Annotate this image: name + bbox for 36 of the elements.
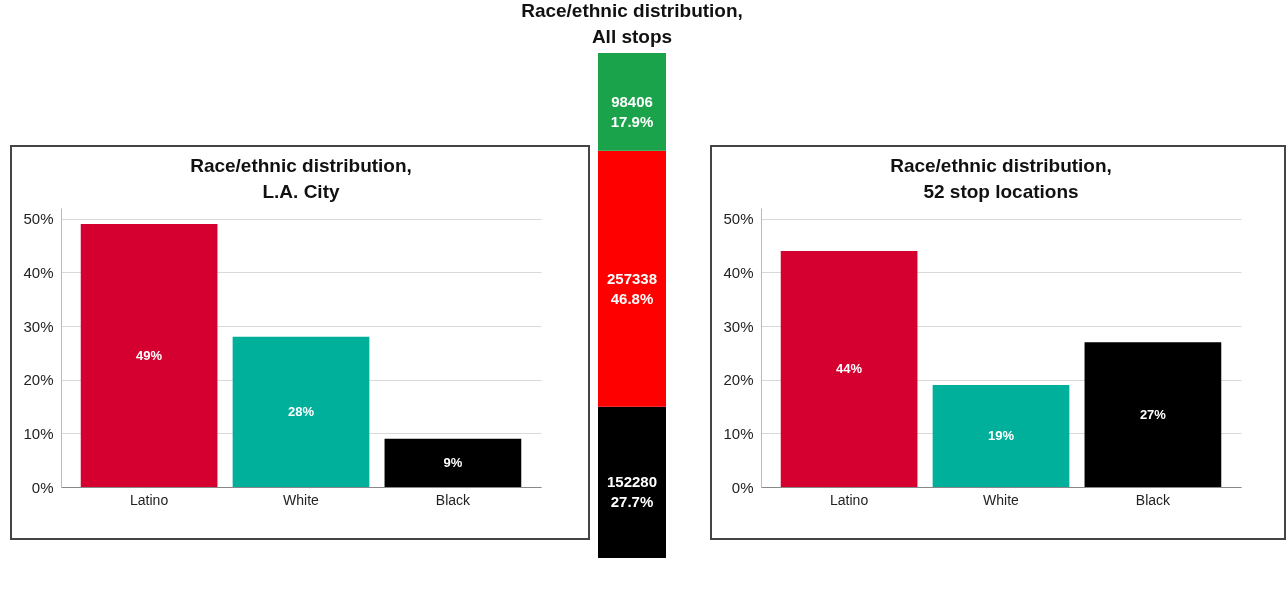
y-tick-label: 0% <box>31 478 54 496</box>
bar <box>780 250 918 487</box>
x-tick-label: White <box>283 491 320 508</box>
x-tick-label: White <box>983 491 1020 508</box>
x-tick-label: Latino <box>830 491 869 508</box>
y-tick-label: 30% <box>23 317 54 335</box>
y-tick-label: 20% <box>723 371 754 389</box>
y-tick-label: 40% <box>723 263 754 281</box>
x-tick-label: Black <box>1135 491 1172 508</box>
y-tick-label: 50% <box>723 210 754 228</box>
bar <box>932 385 1070 487</box>
x-tick-label: Latino <box>130 491 169 508</box>
data-label: 19% <box>987 428 1015 444</box>
chart-title: Race/ethnic distribution, All stops <box>521 0 743 47</box>
y-tick-label: 20% <box>23 371 54 389</box>
bar <box>80 224 218 487</box>
data-label: 44% <box>836 360 863 376</box>
bar <box>384 438 522 487</box>
bar <box>1084 342 1222 487</box>
y-tick-label: 50% <box>23 210 54 228</box>
data-label: 257338 46.8% <box>606 269 658 307</box>
data-label: 27% <box>1139 406 1167 422</box>
bar <box>232 336 370 487</box>
data-label: 152280 27.7% <box>606 473 658 511</box>
y-tick-label: 40% <box>23 263 54 281</box>
y-tick-label: 30% <box>723 317 754 335</box>
data-label: 98406 17.9% <box>610 92 654 130</box>
data-label: 28% <box>287 403 315 419</box>
y-tick-label: 10% <box>723 424 754 442</box>
data-label: 9% <box>443 454 463 470</box>
x-tick-label: Black <box>435 491 472 508</box>
chart-title: Race/ethnic distribution, 52 stop locations <box>890 155 1112 202</box>
chart-title: Race/ethnic distribution, L.A. City <box>190 155 412 202</box>
y-tick-label: 10% <box>23 424 54 442</box>
data-label: 49% <box>136 347 163 363</box>
y-tick-label: 0% <box>731 478 754 496</box>
